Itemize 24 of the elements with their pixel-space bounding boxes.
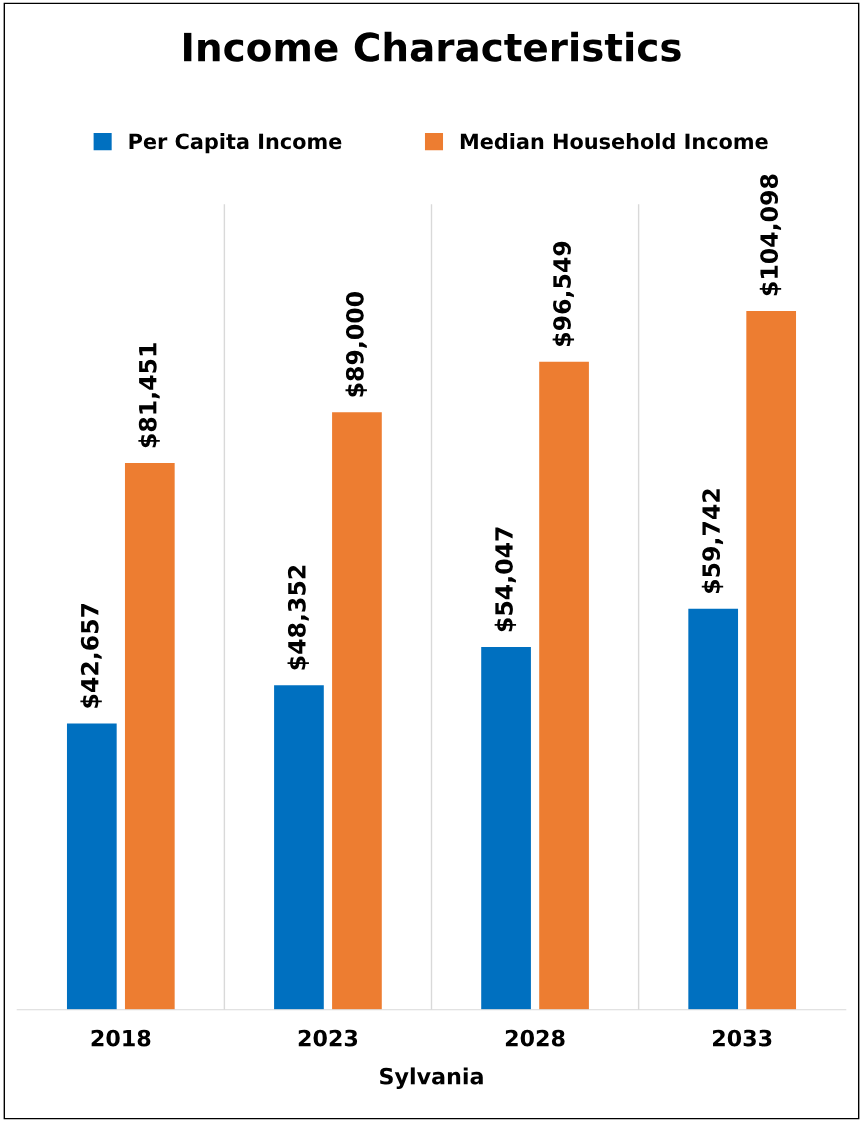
data-label: $81,451	[138, 343, 160, 448]
bar	[539, 361, 589, 1010]
data-label: $59,742	[701, 489, 724, 593]
data-label: $104,098	[759, 174, 782, 296]
legend-label: Median Household Income	[460, 133, 768, 150]
data-label: $42,657	[80, 603, 102, 708]
data-label: $89,000	[345, 292, 367, 397]
bar	[124, 462, 175, 1010]
bar	[688, 608, 739, 1010]
data-label: $48,352	[287, 565, 309, 670]
bar	[332, 412, 382, 1010]
x-tick-label: 2028	[505, 1029, 565, 1047]
bar	[274, 685, 324, 1010]
x-tick-label: 2018	[91, 1029, 151, 1047]
x-axis-title: Sylvania	[380, 1067, 483, 1090]
bar	[66, 723, 117, 1010]
bar	[481, 646, 531, 1010]
legend-label: Per Capita Income	[129, 133, 342, 154]
chart-title: Income Characteristics	[184, 31, 681, 62]
x-tick-label: 2023	[298, 1029, 358, 1047]
x-tick-label: 2033	[713, 1029, 772, 1047]
bar	[746, 310, 797, 1010]
data-label: $54,047	[494, 527, 517, 632]
data-label: $96,549	[552, 241, 575, 346]
